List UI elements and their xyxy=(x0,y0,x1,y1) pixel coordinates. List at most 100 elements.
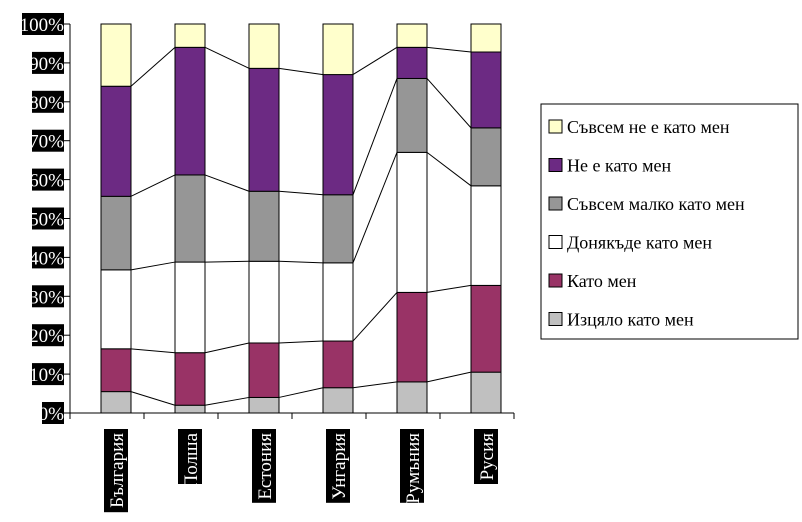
bar-segment xyxy=(470,371,502,414)
legend-swatch xyxy=(548,158,563,172)
x-tick-label-background xyxy=(400,429,424,503)
x-tick-label: Полша xyxy=(181,432,202,488)
bar-segment xyxy=(248,396,280,414)
legend-swatch xyxy=(548,235,563,249)
legend-swatch xyxy=(548,119,563,134)
bar-segment xyxy=(248,23,280,69)
bar-segment xyxy=(100,269,132,350)
series-connector-line xyxy=(130,261,176,271)
plot-area xyxy=(100,23,502,414)
bar-segment xyxy=(100,391,132,414)
series-connector-line xyxy=(130,174,176,197)
legend-label: Не е като мен xyxy=(567,156,671,176)
legend-label: Като мен xyxy=(567,271,637,291)
legend-label: Донякъде като мен xyxy=(567,233,712,253)
x-axis: България Полша Естония Унгария Румъния Русия xyxy=(69,412,515,513)
x-tick-label-group: Унгария xyxy=(326,429,350,503)
series-connector-line xyxy=(204,396,250,406)
bar-segment xyxy=(396,46,428,79)
series-connector-line xyxy=(278,260,324,264)
y-tick-label-background xyxy=(32,90,64,113)
bar-segment xyxy=(174,23,206,48)
x-tick-label: Естония xyxy=(255,433,276,500)
series-connector-line xyxy=(352,292,398,342)
bar-segment xyxy=(396,77,428,153)
series-connector-line xyxy=(130,46,176,87)
bar-segment xyxy=(100,85,132,197)
x-tick-label: Русия xyxy=(477,433,498,481)
bar-segment xyxy=(100,23,132,87)
series-connector-line xyxy=(352,152,398,264)
x-tick-label-group: Полша xyxy=(178,429,202,489)
bar-segment xyxy=(470,23,502,53)
x-tick-label-group: Естония xyxy=(252,429,276,503)
bar-segment xyxy=(470,284,502,373)
series-connector-line xyxy=(426,78,472,129)
bar-segment xyxy=(248,260,280,344)
y-tick-label: 50% xyxy=(29,210,64,231)
bar-segment xyxy=(174,352,206,406)
x-tick-label-background xyxy=(474,429,498,484)
y-axis: 0% 10% 20% 30% 40% 50% 60% 70% 80% 90% 100% xyxy=(20,13,71,425)
y-tick-label: 20% xyxy=(29,326,64,347)
y-tick-label: 80% xyxy=(29,93,64,114)
bar-segment xyxy=(396,381,428,414)
series-connector-line xyxy=(352,381,398,389)
x-tick-label: България xyxy=(107,433,128,508)
x-tick-label-background xyxy=(252,429,276,503)
series-connector-line xyxy=(426,46,472,53)
bar-segment xyxy=(248,67,280,192)
y-tick-label-background xyxy=(32,51,64,74)
series-connector-line xyxy=(278,190,324,196)
y-tick-label: 30% xyxy=(29,287,64,308)
series-connector-line xyxy=(278,67,324,76)
legend-box xyxy=(540,103,799,340)
series-connector-line xyxy=(426,371,472,383)
bar-segment xyxy=(174,46,206,176)
y-tick-label-background xyxy=(32,324,64,347)
series-connector-line xyxy=(204,260,250,263)
bar-segment xyxy=(322,23,354,76)
bar-segment xyxy=(396,23,428,48)
x-tick-label-background xyxy=(326,429,350,503)
series-connector-line xyxy=(130,391,176,406)
bar-segment xyxy=(470,51,502,129)
y-tick-label-background xyxy=(32,363,64,386)
bar-segment xyxy=(470,185,502,286)
series-connector-line xyxy=(278,387,324,398)
series-connector-line xyxy=(352,78,398,195)
bar-segment xyxy=(248,190,280,262)
bar-segment xyxy=(396,291,428,383)
y-tick-label: 100% xyxy=(20,15,65,36)
y-tick-label: 10% xyxy=(29,365,64,386)
bar-segment xyxy=(322,340,354,389)
series-connector-line xyxy=(278,340,324,344)
y-tick-label-background xyxy=(32,129,64,152)
bar-segment xyxy=(322,387,354,414)
x-tick-label-background xyxy=(104,429,128,513)
bar-segment xyxy=(322,194,354,264)
y-tick-label-background xyxy=(32,168,64,191)
legend-label: Изцяло като мен xyxy=(567,310,694,330)
bar-segment xyxy=(174,261,206,354)
series-connector-line xyxy=(352,46,398,75)
y-tick-label-background xyxy=(22,13,64,35)
legend-swatch xyxy=(548,312,563,326)
legend-label: Съвсем не е като мен xyxy=(567,117,730,137)
x-tick-label-background xyxy=(178,429,202,484)
bar-segment xyxy=(174,174,206,263)
bar-segment xyxy=(322,74,354,196)
y-tick-label: 40% xyxy=(29,248,64,269)
bar-segment xyxy=(322,262,354,342)
y-tick-label-background xyxy=(42,402,64,424)
x-tick-label-group: Румъния xyxy=(400,429,424,504)
bar-segment xyxy=(100,348,132,393)
x-tick-label: Унгария xyxy=(329,433,350,500)
series-connector-line xyxy=(426,151,472,187)
y-tick-label: 90% xyxy=(29,54,64,75)
legend-label: Съвсем малко като мен xyxy=(567,194,745,214)
series-connector-line xyxy=(204,342,250,354)
legend: Съвсем не е като мен Не е като мен Съвсем … xyxy=(540,103,799,340)
legend-swatch xyxy=(548,196,563,211)
